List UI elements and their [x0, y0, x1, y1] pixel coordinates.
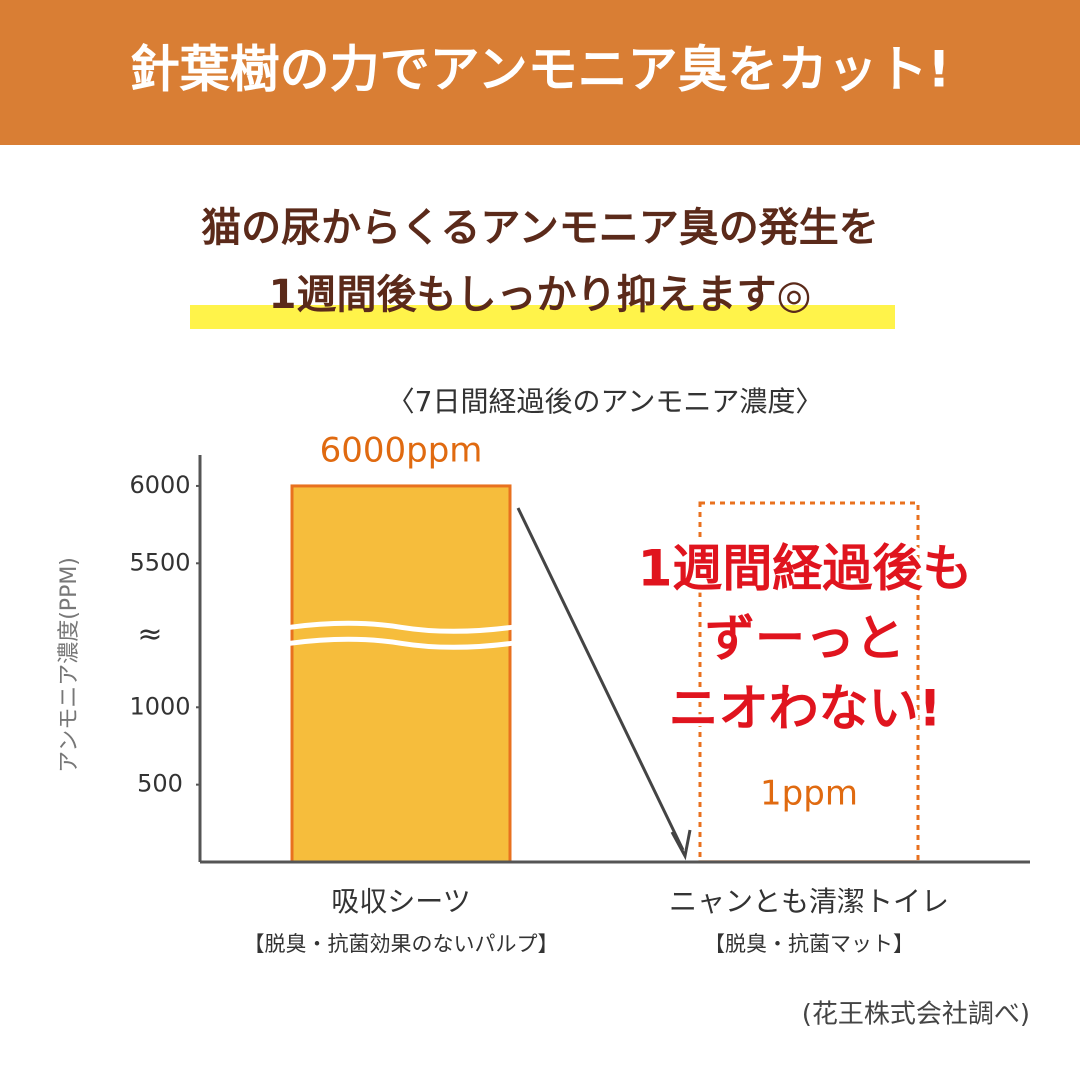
y-tick-label: 5500: [129, 548, 190, 576]
annotation: 1週間経過後も: [638, 540, 973, 598]
headline: 猫の尿からくるアンモニア臭の発生を: [201, 205, 879, 251]
headline: 1週間後もしっかり抑えます◎: [269, 272, 812, 318]
y-tick-label: 6000: [129, 471, 190, 499]
y-axis-label: アンモニア濃度(PPM): [57, 557, 82, 773]
category-note: 【脱臭・抗菌マット】: [704, 932, 914, 956]
chart-title: 〈7日間経過後のアンモニア濃度〉: [387, 385, 824, 418]
bar: [292, 486, 510, 862]
annotation: ずーっと: [705, 610, 905, 668]
annotation: ニオわない!: [669, 680, 942, 738]
category-note: 【脱臭・抗菌効果のないパルプ】: [244, 932, 559, 956]
value-label: 1ppm: [760, 774, 858, 814]
x-tick-label: 吸収シーツ: [331, 885, 470, 918]
header-title: 針葉樹の力でアンモニア臭をカット!: [130, 41, 951, 99]
source: (花王株式会社調べ): [802, 1000, 1030, 1030]
x-tick-label: ニャンとも清潔トイレ: [669, 885, 949, 918]
y-tick-label: 500: [137, 770, 183, 798]
value-label: 6000ppm: [320, 430, 483, 470]
axis-break: ≈: [137, 617, 162, 652]
y-tick-label: 1000: [129, 692, 190, 720]
